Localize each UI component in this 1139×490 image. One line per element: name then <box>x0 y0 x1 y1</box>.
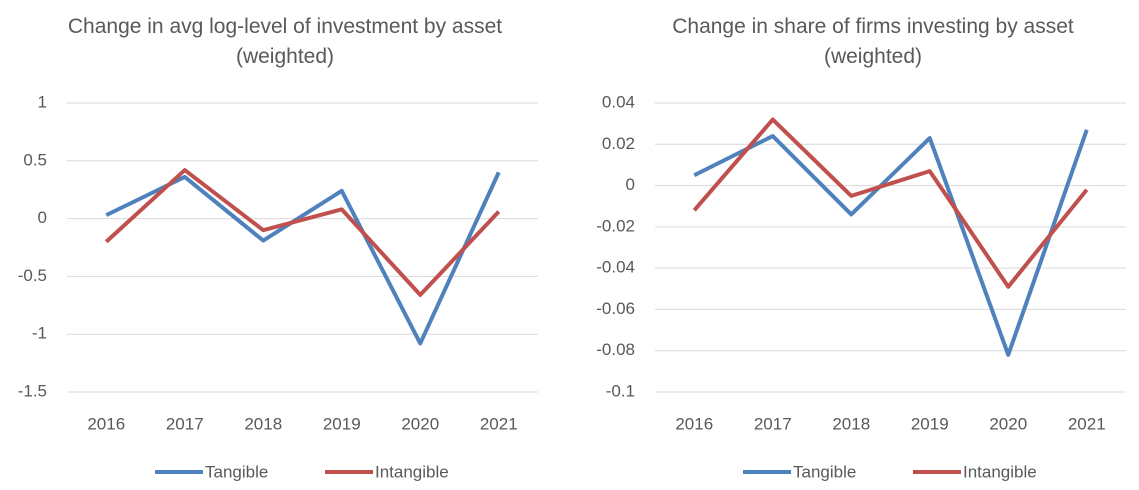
x-tick-label: 2017 <box>754 414 792 433</box>
y-tick-label: -1 <box>32 324 47 343</box>
series-line <box>693 129 1089 357</box>
y-tick-label: -0.08 <box>596 340 635 359</box>
y-tick-label: -0.1 <box>606 381 635 400</box>
y-tick-label: -0.06 <box>596 299 635 318</box>
x-tick-label: 2019 <box>911 414 949 433</box>
y-tick-label: 0.04 <box>602 92 635 111</box>
y-tick-label: -0.5 <box>18 266 47 285</box>
series-line <box>692 117 1089 289</box>
x-tick-label: 2017 <box>166 414 204 433</box>
x-tick-label: 2018 <box>832 414 870 433</box>
chart-title: Change in avg log-level of investment by… <box>67 15 503 68</box>
x-tick-label: 2016 <box>675 414 713 433</box>
x-tick-label: 2021 <box>1068 414 1106 433</box>
chart-title: Change in share of firms investing by as… <box>672 15 1074 68</box>
x-tick-label: 2019 <box>323 414 361 433</box>
x-tick-label: 2020 <box>401 414 439 433</box>
series-line <box>104 168 501 297</box>
legend-label: Intangible <box>963 462 1037 481</box>
x-tick-label: 2018 <box>244 414 282 433</box>
y-tick-label: 0.5 <box>23 150 47 169</box>
x-tick-label: 2016 <box>87 414 125 433</box>
y-tick-label: -0.04 <box>596 258 635 277</box>
legend-label: Intangible <box>375 462 449 481</box>
y-tick-label: -0.02 <box>596 216 635 235</box>
y-tick-label: 0 <box>626 175 635 194</box>
legend-label: Tangible <box>205 462 268 481</box>
y-tick-label: 1 <box>38 92 47 111</box>
series-line <box>105 171 501 346</box>
y-tick-label: 0.02 <box>602 134 635 153</box>
legend-label: Tangible <box>793 462 856 481</box>
y-tick-label: 0 <box>38 208 47 227</box>
x-tick-label: 2021 <box>480 414 518 433</box>
y-tick-label: -1.5 <box>18 381 47 400</box>
x-tick-label: 2020 <box>989 414 1027 433</box>
